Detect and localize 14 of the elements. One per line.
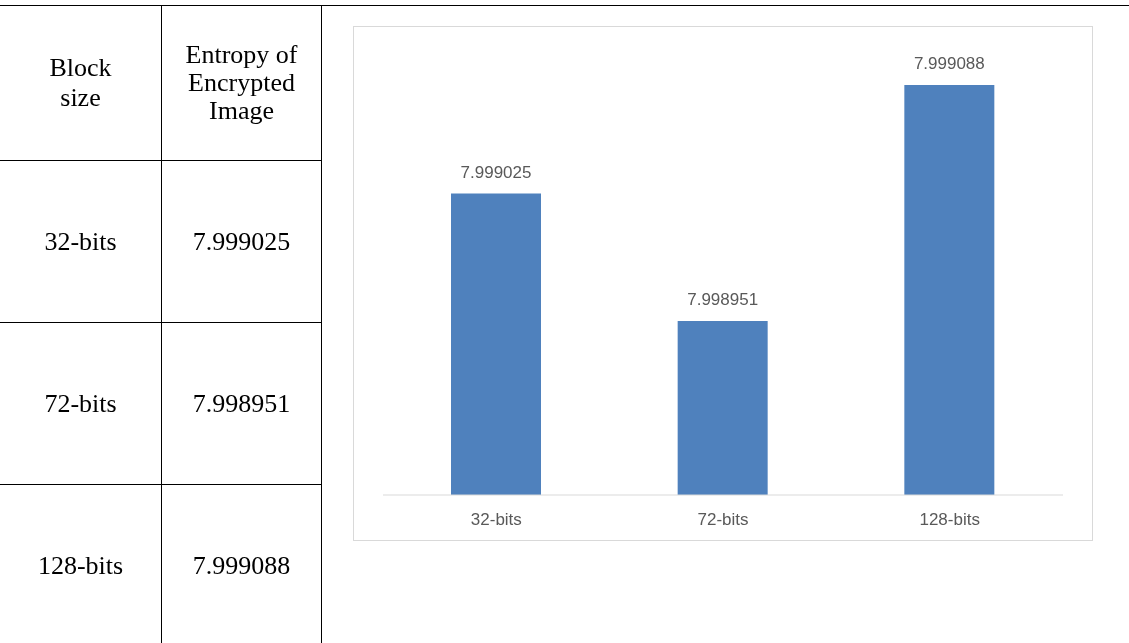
text: 7.999088: [192, 550, 291, 580]
category-label: 72-bits: [44, 388, 117, 418]
text: 7.999025: [192, 226, 291, 256]
data-label: 7.998951: [687, 290, 759, 310]
text: Entropy of Encrypted Image: [184, 40, 299, 125]
x-tick-label: 128-bits: [919, 510, 980, 530]
data-label: 7.999025: [460, 162, 532, 182]
data-label: 7.999088: [913, 54, 985, 73]
text: 7.998951: [192, 388, 291, 418]
text: Block size: [48, 53, 113, 113]
category-label: 128-bits: [37, 550, 124, 580]
category-label: 32-bits: [44, 226, 117, 256]
x-tick-label: 32-bits: [470, 510, 522, 530]
x-tick-label: 72-bits: [697, 510, 749, 530]
